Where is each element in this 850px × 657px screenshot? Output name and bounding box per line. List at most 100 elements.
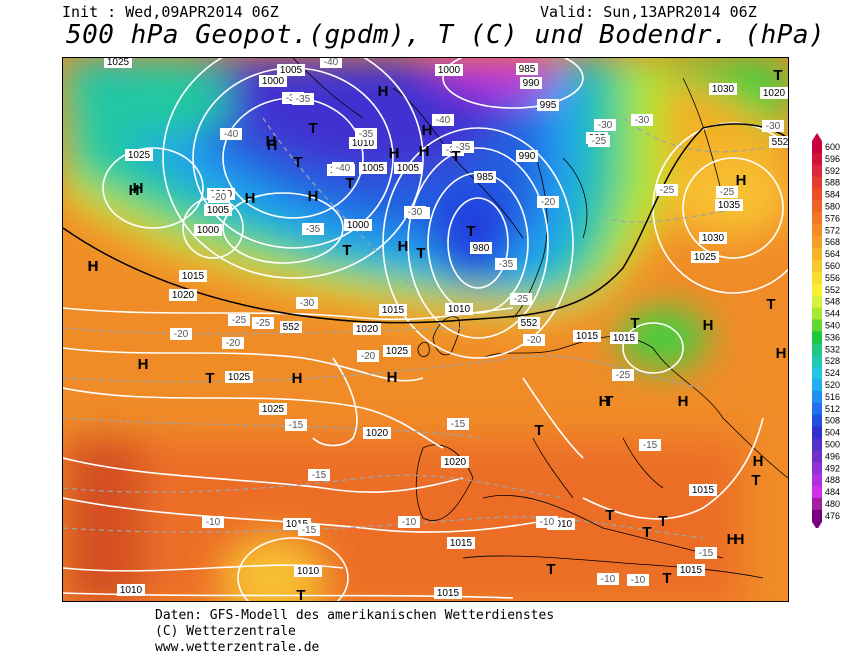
- legend-swatch: [812, 379, 822, 392]
- footer-website[interactable]: www.wetterzentrale.de: [155, 640, 320, 655]
- svg-text:-15: -15: [643, 440, 658, 451]
- svg-text:-35: -35: [499, 259, 514, 270]
- isotherm-label: -40: [320, 58, 342, 68]
- legend-swatch: [812, 152, 822, 166]
- legend-swatch: [812, 331, 822, 344]
- svg-text:1010: 1010: [550, 519, 573, 530]
- svg-text:1010: 1010: [352, 138, 375, 149]
- legend-swatch: [812, 509, 822, 523]
- high-pressure-center: H: [419, 143, 430, 160]
- high-pressure-center: H: [422, 122, 433, 139]
- svg-text:-25: -25: [592, 136, 607, 147]
- svg-text:1015: 1015: [182, 271, 205, 282]
- low-pressure-center: T: [342, 242, 351, 259]
- svg-text:-10: -10: [601, 574, 616, 585]
- legend-label: 524: [825, 368, 840, 378]
- svg-text:-35: -35: [456, 142, 471, 153]
- isotherm-label: -20: [537, 196, 559, 208]
- legend-label: 476: [825, 511, 840, 521]
- legend-label: 504: [825, 428, 840, 438]
- svg-text:-25: -25: [720, 187, 735, 198]
- svg-text:1005: 1005: [362, 163, 385, 174]
- low-pressure-center: T: [546, 561, 555, 578]
- legend-swatch: [812, 236, 822, 249]
- low-pressure-center: T: [751, 472, 760, 489]
- isobar-label: 1015: [447, 537, 475, 549]
- svg-text:-30: -30: [766, 121, 781, 132]
- legend-label: 552: [825, 285, 840, 295]
- svg-text:-10: -10: [402, 517, 417, 528]
- isotherm-label: -40: [220, 128, 242, 140]
- isotherm-label: -15: [298, 524, 320, 536]
- legend-swatch: [812, 367, 822, 380]
- legend-label: 496: [825, 451, 840, 461]
- high-pressure-center: H: [378, 83, 389, 100]
- legend-swatch: [812, 271, 822, 285]
- valid-time: Valid: Sun,13APR2014 06Z: [540, 3, 757, 21]
- svg-text:-30: -30: [408, 207, 423, 218]
- isotherm-label: -35: [355, 128, 377, 140]
- isotherm-label: -20: [170, 328, 192, 340]
- svg-text:-15: -15: [699, 548, 714, 559]
- legend-swatch: [812, 283, 822, 297]
- legend-swatch: [812, 176, 822, 190]
- svg-text:985: 985: [519, 64, 536, 75]
- legend-swatch: [812, 307, 822, 320]
- high-pressure-center: H: [387, 369, 398, 386]
- high-pressure-center: H: [398, 238, 409, 255]
- low-pressure-center: T: [308, 120, 317, 137]
- legend-swatch: [812, 498, 822, 511]
- geopotential-label: 552: [280, 321, 302, 333]
- high-pressure-center: H: [753, 453, 764, 470]
- legend-label: 528: [825, 356, 840, 366]
- isotherm-label: -25: [612, 369, 634, 381]
- low-pressure-center: T: [773, 67, 782, 84]
- legend-label: 576: [825, 213, 840, 223]
- legend-swatch: [812, 414, 822, 428]
- legend-swatch: [812, 474, 822, 487]
- legend-swatch: [812, 462, 822, 475]
- isotherm-label: -10: [202, 516, 224, 528]
- isotherm-label: -25: [588, 135, 610, 147]
- legend-label: 600: [825, 142, 840, 152]
- legend-label: 492: [825, 463, 840, 473]
- isobar-label: 1000: [259, 75, 287, 87]
- svg-text:-25: -25: [616, 370, 631, 381]
- isobars: [63, 58, 788, 601]
- low-pressure-center: T: [662, 570, 671, 587]
- isobar-label: 1005: [359, 162, 387, 174]
- svg-text:-40: -40: [436, 115, 451, 126]
- low-pressure-center: T: [534, 422, 543, 439]
- isotherm-label: -10: [536, 516, 558, 528]
- high-pressure-center: H: [776, 345, 787, 362]
- high-pressure-center: H: [88, 258, 99, 275]
- svg-text:-25: -25: [256, 318, 271, 329]
- legend-swatch: [812, 164, 822, 178]
- legend-label: 596: [825, 154, 840, 164]
- svg-text:995: 995: [540, 100, 557, 111]
- svg-text:-25: -25: [660, 185, 675, 196]
- low-pressure-center: T: [416, 245, 425, 262]
- isotherm-label: -40: [332, 162, 354, 174]
- isotherm-label: -15: [447, 418, 469, 430]
- legend-swatch: [812, 200, 822, 213]
- isotherm-label: -20: [523, 334, 545, 346]
- isotherm-label: -35: [452, 141, 474, 153]
- svg-text:-20: -20: [527, 335, 542, 346]
- svg-text:990: 990: [523, 78, 540, 89]
- isotherm-label: -10: [597, 573, 619, 585]
- isotherm-label: -30: [296, 297, 318, 309]
- isobar-label: 1020: [441, 456, 469, 468]
- legend-label: 480: [825, 499, 840, 509]
- svg-text:-40: -40: [224, 129, 239, 140]
- isobar-label: 1015: [677, 564, 705, 576]
- svg-text:1020: 1020: [356, 324, 379, 335]
- geopotential-label: 552: [518, 317, 540, 329]
- isobar-label: 1020: [169, 289, 197, 301]
- legend-swatch: [812, 390, 822, 404]
- isobar-label: 1025: [259, 403, 287, 415]
- isobar-label: 990: [516, 150, 538, 162]
- isobar-label: 1020: [353, 323, 381, 335]
- svg-text:-15: -15: [302, 525, 317, 536]
- low-pressure-center: T: [345, 175, 354, 192]
